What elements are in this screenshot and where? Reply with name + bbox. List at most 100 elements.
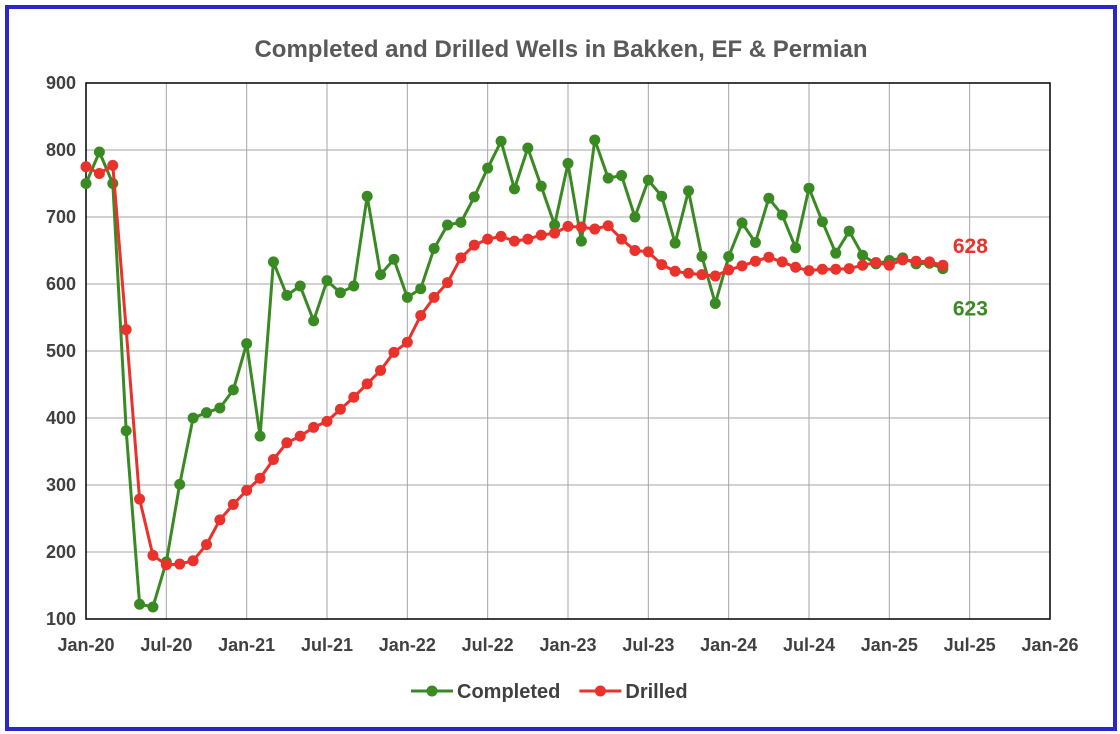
drilled-point xyxy=(924,256,935,268)
drilled-point xyxy=(575,221,587,233)
drilled-point xyxy=(508,235,520,247)
drilled-point xyxy=(803,265,815,277)
drilled-point xyxy=(749,255,761,267)
completed-point xyxy=(187,412,199,424)
drilled-point xyxy=(321,415,333,427)
drilled-point xyxy=(589,223,601,235)
y-axis-tick-labels: 100 200 300 400 500 600 700 800 900 xyxy=(46,73,76,629)
drilled-point xyxy=(187,555,199,567)
x-tick-label: Jan-26 xyxy=(1021,635,1078,655)
chart-frame: Completed and Drilled Wells in Bakken, E… xyxy=(5,5,1117,731)
x-tick-label: Jan-23 xyxy=(539,635,596,655)
drilled-point xyxy=(723,264,735,276)
drilled-point xyxy=(736,260,748,272)
completed-point xyxy=(241,338,253,350)
drilled-point xyxy=(174,558,186,570)
completed-legend-label: Completed xyxy=(457,681,560,703)
drilled-point xyxy=(267,454,279,466)
drilled-point xyxy=(254,472,266,484)
drilled-point xyxy=(857,259,869,271)
completed-point xyxy=(763,192,775,204)
drilled-point xyxy=(428,291,440,303)
drilled-point xyxy=(201,539,212,551)
completed-point xyxy=(723,251,735,263)
drilled-end-label: 628 xyxy=(953,235,988,258)
completed-point xyxy=(816,216,828,228)
completed-point xyxy=(549,219,561,231)
drilled-point xyxy=(361,378,373,390)
completed-point xyxy=(776,209,788,221)
y-tick-label: 100 xyxy=(46,609,76,629)
drilled-point xyxy=(482,233,494,245)
completed-point xyxy=(120,425,132,437)
completed-point xyxy=(683,185,694,197)
drilled-point xyxy=(642,246,654,258)
drilled-point xyxy=(696,269,708,281)
completed-point xyxy=(749,236,761,248)
drilled-point xyxy=(910,255,922,267)
completed-point xyxy=(803,182,815,194)
plot-area xyxy=(85,82,1051,620)
completed-point xyxy=(535,180,547,192)
drilled-point xyxy=(656,259,668,271)
drilled-point xyxy=(281,437,293,449)
completed-point xyxy=(214,402,226,414)
drilled-point xyxy=(495,230,507,242)
completed-point xyxy=(375,269,387,281)
drilled-point xyxy=(334,403,346,415)
x-tick-label: Jan-22 xyxy=(379,635,436,655)
completed-point xyxy=(602,172,614,184)
completed-point xyxy=(267,256,279,268)
completed-point xyxy=(321,275,333,287)
completed-point xyxy=(442,219,453,231)
x-tick-label: Jan-20 xyxy=(57,635,114,655)
series-layer xyxy=(80,134,949,613)
drilled-point xyxy=(455,252,467,264)
completed-point xyxy=(174,478,186,490)
drilled-point xyxy=(227,498,239,510)
y-tick-label: 200 xyxy=(46,542,76,562)
x-tick-label: Jan-24 xyxy=(700,635,757,655)
drilled-legend-label: Drilled xyxy=(625,681,687,703)
completed-end-label: 623 xyxy=(953,298,988,321)
drilled-point xyxy=(241,484,253,496)
drilled-point xyxy=(388,346,400,358)
completed-point xyxy=(134,598,146,610)
drilled-point xyxy=(160,559,172,571)
y-tick-label: 900 xyxy=(46,73,76,93)
x-tick-label: Jul-20 xyxy=(140,635,192,655)
x-tick-label: Jul-21 xyxy=(301,635,353,655)
drilled-series xyxy=(80,159,949,571)
drilled-point xyxy=(883,259,895,271)
completed-point xyxy=(495,135,507,147)
drilled-point xyxy=(535,229,547,241)
drilled-point xyxy=(415,309,427,321)
completed-point xyxy=(428,242,440,254)
completed-point xyxy=(656,190,668,202)
drilled-point xyxy=(870,257,882,269)
y-tick-label: 800 xyxy=(46,140,76,160)
drilled-point xyxy=(602,220,614,232)
completed-point xyxy=(415,283,427,295)
completed-point xyxy=(361,190,373,202)
drilled-point xyxy=(120,324,132,336)
completed-point xyxy=(294,280,306,292)
completed-point xyxy=(482,162,494,174)
completed-point xyxy=(736,217,748,229)
drilled-point xyxy=(214,514,226,526)
x-tick-label: Jul-22 xyxy=(462,635,514,655)
x-tick-label: Jan-25 xyxy=(861,635,918,655)
y-tick-label: 300 xyxy=(46,475,76,495)
drilled-line xyxy=(85,163,944,567)
completed-point xyxy=(388,253,400,265)
drilled-point xyxy=(683,267,694,279)
completed-point xyxy=(93,146,105,158)
completed-point xyxy=(334,287,346,299)
drilled-point xyxy=(522,233,534,245)
completed-point xyxy=(80,178,92,189)
completed-point xyxy=(857,249,869,261)
completed-point xyxy=(522,142,534,154)
drilled-point xyxy=(468,239,480,251)
drilled-point xyxy=(401,336,413,348)
completed-point xyxy=(348,280,360,292)
